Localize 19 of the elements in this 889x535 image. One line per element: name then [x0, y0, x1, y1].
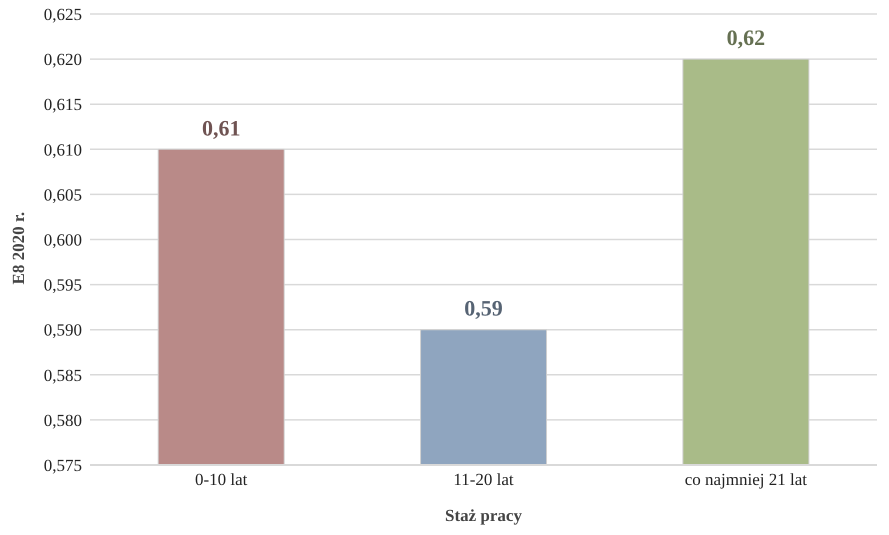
- data-label: 0,62: [726, 25, 766, 50]
- y-tick-label: 0,595: [44, 276, 82, 295]
- y-tick-label: 0,610: [44, 140, 82, 160]
- y-tick-label: 0,625: [44, 5, 82, 24]
- y-tick-label: 0,615: [44, 95, 82, 114]
- y-tick-label: 0,590: [44, 320, 82, 340]
- y-tick-label: 0,580: [44, 410, 82, 430]
- data-label: 0,61: [202, 115, 240, 140]
- y-tick-label: 0,575: [44, 456, 82, 476]
- y-axis-title: E8 2020 r.: [9, 212, 28, 284]
- x-tick-label: 0-10 lat: [194, 470, 248, 490]
- data-label: 0,59: [464, 296, 503, 321]
- y-tick-label: 0,620: [44, 50, 82, 70]
- y-tick-label: 0,600: [44, 230, 82, 250]
- x-tick-label: 11-20 lat: [453, 470, 514, 490]
- x-axis-title: Staż pracy: [445, 506, 522, 525]
- y-tick-label: 0,605: [44, 185, 82, 204]
- x-tick-label: co najmniej 21 lat: [684, 470, 808, 490]
- y-tick-label: 0,585: [44, 366, 82, 385]
